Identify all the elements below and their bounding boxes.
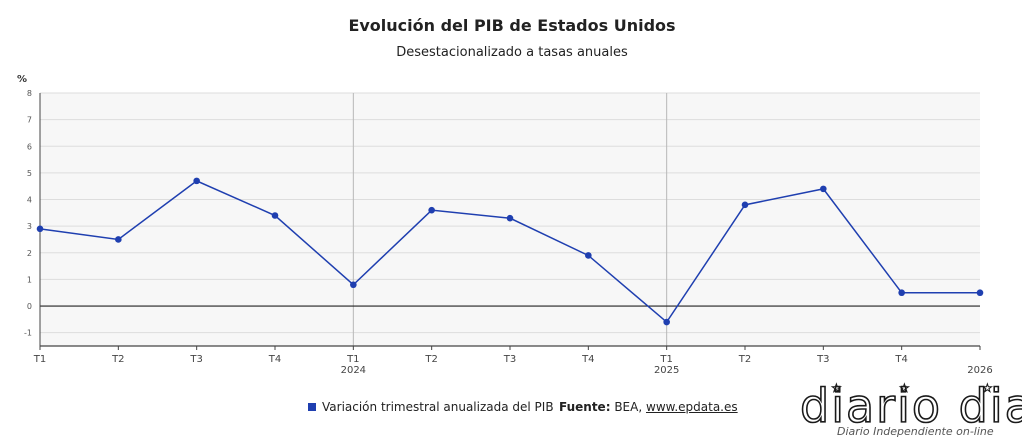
data-point <box>898 289 905 297</box>
y-tick-label: 5 <box>27 169 32 178</box>
logo-tagline: Diario Independiente on-line <box>837 425 994 438</box>
year-label: 2025 <box>654 365 679 376</box>
data-point <box>193 177 200 185</box>
source-link[interactable]: www.epdata.es <box>646 400 738 414</box>
star-icon: ☆ <box>982 381 993 395</box>
legend-swatch <box>308 403 316 411</box>
year-label: 2026 <box>967 365 992 376</box>
y-tick-label: 7 <box>27 116 32 125</box>
data-point <box>741 201 749 209</box>
source-text: BEA, <box>614 400 643 414</box>
x-tick-label: T3 <box>503 354 516 365</box>
source-note: Fuente: BEA, www.epdata.es <box>559 400 738 414</box>
y-tick-label: -1 <box>24 329 32 338</box>
x-tick-label: T1 <box>659 354 672 365</box>
x-tick-label: T3 <box>189 354 202 365</box>
y-tick-label: 2 <box>27 249 32 258</box>
x-tick-label: T4 <box>268 354 281 365</box>
diario-dia-logo-text: diario dia <box>800 379 1022 433</box>
source-label: Fuente: <box>559 400 611 414</box>
legend[interactable]: Variación trimestral anualizada del PIB <box>308 400 554 414</box>
diario-dia-logo: diario dia ☆ ☆ ☆ <box>799 378 1022 434</box>
star-icon: ☆ <box>899 381 910 395</box>
year-label: 2024 <box>341 365 366 376</box>
data-point <box>115 236 122 243</box>
data-point <box>428 206 435 214</box>
data-point <box>820 185 827 193</box>
data-point <box>350 281 357 289</box>
y-tick-label: 6 <box>27 142 32 151</box>
star-icon: ☆ <box>831 381 842 395</box>
x-tick-label: T4 <box>581 354 594 365</box>
data-point <box>976 289 984 297</box>
x-tick-label: T2 <box>738 354 751 365</box>
y-tick-label: 4 <box>27 196 32 205</box>
data-point <box>663 318 670 326</box>
x-tick-label: T2 <box>424 354 437 365</box>
data-point <box>585 252 592 259</box>
x-tick-label: T4 <box>894 354 907 365</box>
x-tick-label: T2 <box>111 354 124 365</box>
chart-subtitle: Desestacionalizado a tasas anuales <box>396 45 628 60</box>
x-tick-label: T1 <box>33 354 46 365</box>
x-tick-label: T3 <box>816 354 829 365</box>
y-tick-label: 8 <box>27 89 32 98</box>
x-tick-label: T1 <box>346 354 359 365</box>
y-tick-label: 3 <box>27 222 32 231</box>
data-point <box>36 225 44 233</box>
data-point <box>506 214 514 222</box>
y-axis-label: % <box>17 74 27 85</box>
chart-title: Evolución del PIB de Estados Unidos <box>348 16 676 35</box>
data-point <box>271 212 279 219</box>
legend-label: Variación trimestral anualizada del PIB <box>322 400 554 414</box>
y-tick-label: 1 <box>27 275 32 284</box>
y-tick-label: 0 <box>27 302 32 311</box>
